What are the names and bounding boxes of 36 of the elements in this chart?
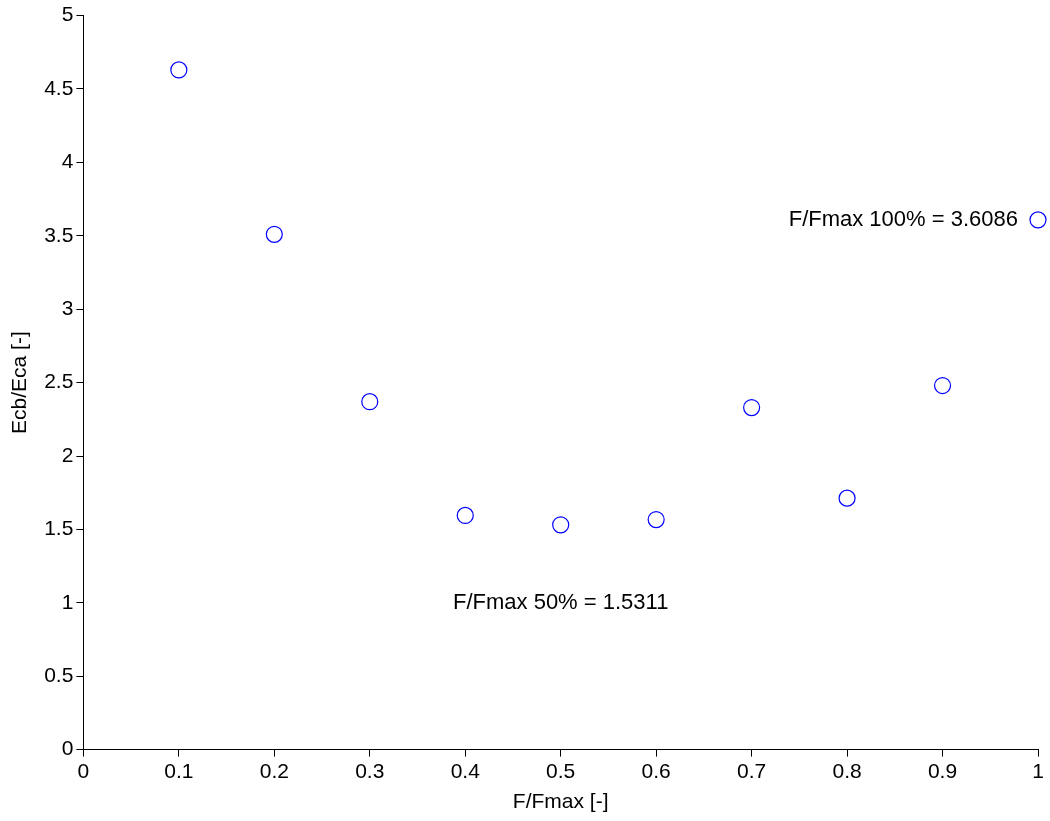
annotation: F/Fmax 100% = 3.6086	[788, 205, 1018, 231]
x-tick-label: 0.3	[355, 759, 385, 782]
point	[1029, 211, 1047, 229]
x-axis-title: F/Fmax [-]	[512, 789, 609, 813]
y-tick-label: 3	[61, 296, 74, 319]
point	[552, 516, 570, 534]
x-tick-label: 0.8	[832, 759, 862, 782]
y-tick-label: 0.5	[44, 663, 74, 686]
y-axis-title: Ecb/Eca [-]	[7, 331, 31, 434]
y-tick-label: 5	[61, 2, 74, 26]
point	[456, 506, 474, 525]
x-tick-label: 0.7	[737, 759, 767, 782]
x-tick-label: 0	[77, 759, 90, 782]
y-tick-label: 4	[61, 149, 74, 173]
x-tick-label: 0.1	[164, 759, 194, 782]
y-tick-label: 2	[61, 442, 74, 466]
point	[170, 61, 188, 79]
y-tick-label: 2.5	[44, 369, 74, 393]
y-tick-label: 1	[61, 589, 74, 613]
y-tick-label: 0	[61, 736, 74, 760]
point	[647, 510, 665, 529]
x-tick-label: 0.2	[259, 759, 289, 782]
x-tick-label: 1	[1032, 759, 1044, 782]
x-tick-label: 0.9	[927, 759, 958, 782]
point	[838, 489, 856, 507]
point	[743, 398, 761, 417]
point	[265, 225, 283, 243]
point	[933, 376, 952, 395]
x-tick-label: 0.4	[450, 759, 481, 782]
point	[361, 393, 379, 411]
x-tick-label: 0.5	[546, 759, 576, 782]
x-tick-label: 0.6	[641, 759, 671, 782]
y-tick-label: 3.5	[44, 222, 74, 246]
annotation: F/Fmax 50% = 1.5311	[452, 588, 669, 614]
y-tick-label: 4.5	[44, 75, 74, 99]
y-tick-label: 1.5	[44, 516, 74, 540]
